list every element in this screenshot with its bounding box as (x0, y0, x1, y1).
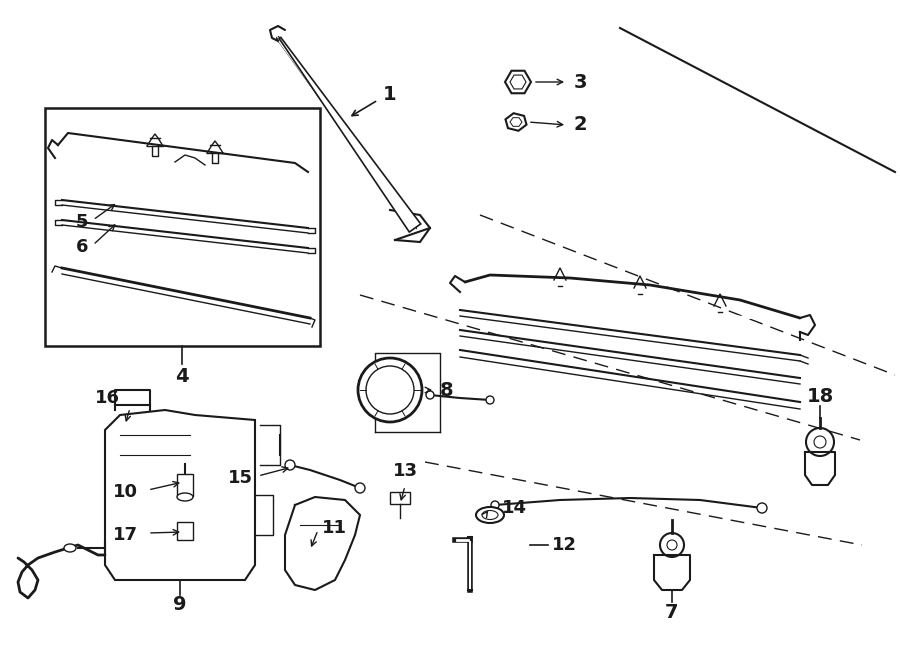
Circle shape (660, 533, 684, 557)
Bar (45, 108, 320, 346)
Text: 6: 6 (76, 238, 88, 256)
Polygon shape (510, 118, 522, 126)
Text: 11: 11 (322, 519, 347, 537)
Bar (177, 474, 193, 496)
Text: 12: 12 (552, 536, 577, 554)
Polygon shape (506, 113, 526, 131)
Text: 13: 13 (392, 462, 418, 480)
Circle shape (358, 358, 422, 422)
Ellipse shape (482, 510, 498, 520)
Text: 16: 16 (95, 389, 120, 407)
Text: 10: 10 (113, 483, 138, 501)
Circle shape (355, 483, 365, 493)
Text: 2: 2 (573, 116, 587, 134)
Polygon shape (105, 410, 255, 580)
Text: 14: 14 (502, 499, 527, 517)
Circle shape (667, 540, 677, 550)
Circle shape (806, 428, 834, 456)
Text: 15: 15 (228, 469, 253, 487)
Text: 3: 3 (573, 73, 587, 91)
Polygon shape (279, 38, 420, 232)
Polygon shape (285, 497, 360, 590)
Circle shape (757, 503, 767, 513)
Circle shape (285, 460, 295, 470)
Circle shape (486, 396, 494, 404)
Text: 8: 8 (440, 381, 454, 399)
Text: 18: 18 (806, 387, 833, 405)
Bar (390, 492, 410, 504)
Text: 4: 4 (176, 366, 189, 385)
Polygon shape (505, 71, 531, 93)
Ellipse shape (64, 544, 76, 552)
Circle shape (366, 366, 414, 414)
Text: 7: 7 (665, 602, 679, 621)
Ellipse shape (476, 507, 504, 523)
Polygon shape (805, 452, 835, 485)
Circle shape (491, 501, 499, 509)
Text: 1: 1 (383, 85, 397, 104)
Polygon shape (510, 75, 526, 89)
Circle shape (426, 391, 434, 399)
Polygon shape (654, 555, 690, 590)
Text: 5: 5 (76, 213, 88, 231)
Circle shape (814, 436, 826, 448)
Text: 17: 17 (113, 526, 138, 544)
Text: 9: 9 (173, 596, 187, 615)
Bar (177, 522, 193, 540)
Ellipse shape (177, 493, 193, 501)
